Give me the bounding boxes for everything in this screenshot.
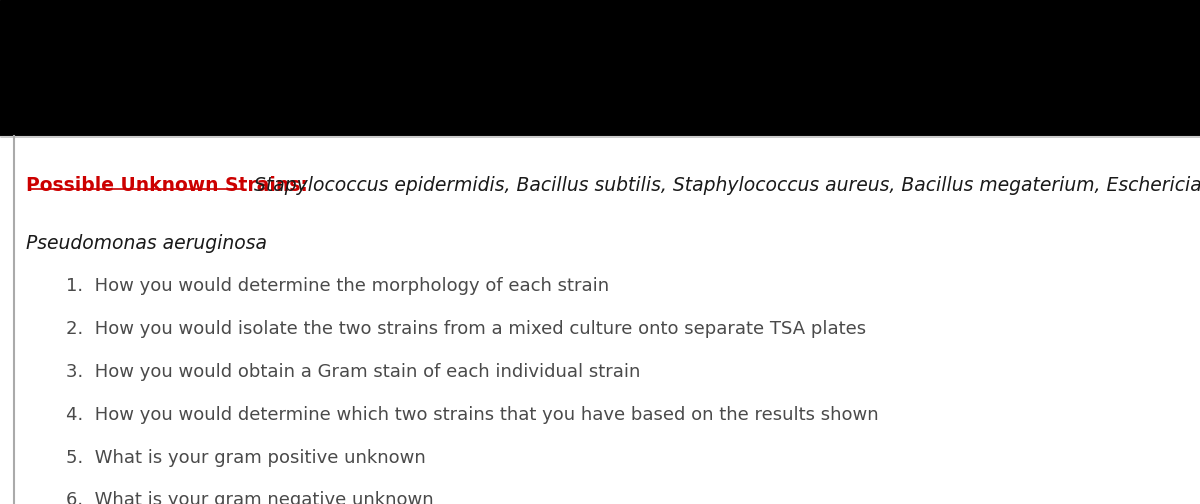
Text: 2.  How you would isolate the two strains from a mixed culture onto separate TSA: 2. How you would isolate the two strains… [66, 320, 866, 338]
Text: 4.  How you would determine which two strains that you have based on the results: 4. How you would determine which two str… [66, 406, 878, 424]
Text: Possible Unknown Strains:: Possible Unknown Strains: [26, 176, 308, 196]
Bar [0, 0, 1200, 136]
Text: Stapylococcus epidermidis, Bacillus subtilis, Staphylococcus aureus, Bacillus me: Stapylococcus epidermidis, Bacillus subt… [248, 176, 1200, 196]
Text: 5.  What is your gram positive unknown: 5. What is your gram positive unknown [66, 449, 426, 467]
Text: 6.  What is your gram negative unknown: 6. What is your gram negative unknown [66, 491, 433, 504]
Text: 1.  How you would determine the morphology of each strain: 1. How you would determine the morpholog… [66, 277, 610, 295]
Text: Pseudomonas aeruginosa: Pseudomonas aeruginosa [26, 234, 268, 254]
Text: 3.  How you would obtain a Gram stain of each individual strain: 3. How you would obtain a Gram stain of … [66, 363, 641, 381]
